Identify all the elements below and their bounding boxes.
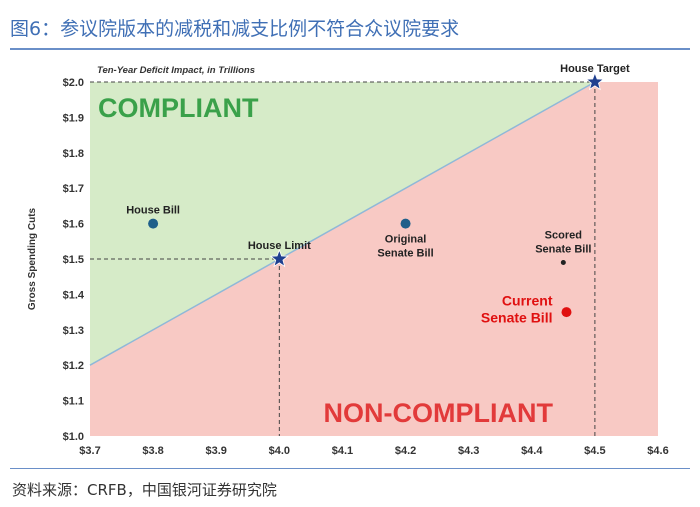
scored-senate-bill-label: Scored xyxy=(545,230,582,242)
non-compliant-label: NON-COMPLIANT xyxy=(324,398,554,428)
original-senate-bill-label: Senate Bill xyxy=(377,248,433,260)
x-tick-label: $3.8 xyxy=(142,445,163,457)
chart-subtitle: Ten-Year Deficit Impact, in Trillions xyxy=(97,65,255,76)
house-bill-label: House Bill xyxy=(126,205,180,217)
scatter-chart: Ten-Year Deficit Impact, in Trillions Gr… xyxy=(27,63,669,457)
house-limit-label: House Limit xyxy=(248,240,311,252)
y-tick-label: $1.8 xyxy=(63,148,84,160)
figure-title: 图6：参议院版本的减税和减支比例不符合众议院要求 xyxy=(10,18,460,40)
x-tick-label: $4.5 xyxy=(584,445,605,457)
x-tick-label: $3.7 xyxy=(79,445,100,457)
x-tick-label: $3.9 xyxy=(206,445,227,457)
y-tick-label: $1.4 xyxy=(63,289,85,301)
y-tick-label: $1.1 xyxy=(63,396,84,408)
house-target-star-marker xyxy=(585,71,605,91)
y-tick-label: $1.5 xyxy=(63,254,84,266)
y-tick-label: $1.7 xyxy=(63,183,84,195)
y-tick-label: $1.9 xyxy=(63,112,84,124)
x-tick-label: $4.3 xyxy=(458,445,479,457)
original-senate-bill-label: Original xyxy=(385,234,427,246)
compliance-line xyxy=(89,81,596,366)
house-target-label: House Target xyxy=(560,63,630,75)
original-senate-bill-point xyxy=(400,218,411,229)
x-tick-label: $4.4 xyxy=(521,445,543,457)
house-limit-star-marker xyxy=(269,248,289,268)
source-divider xyxy=(10,468,690,469)
source-note: 资料来源：CRFB，中国银河证券研究院 xyxy=(12,481,277,499)
x-tick-label: $4.1 xyxy=(332,445,353,457)
current-senate-bill-label: Current xyxy=(502,293,553,309)
x-tick-label: $4.0 xyxy=(269,445,290,457)
chart-container: Ten-Year Deficit Impact, in Trillions Gr… xyxy=(25,60,680,465)
title-divider xyxy=(10,48,690,50)
scored-senate-bill-label: Senate Bill xyxy=(535,244,591,256)
scored-senate-bill-point xyxy=(560,260,566,266)
y-tick-label: $2.0 xyxy=(63,77,84,89)
current-senate-bill-point xyxy=(561,307,572,318)
current-senate-bill-label: Senate Bill xyxy=(481,310,553,326)
y-tick-label: $1.3 xyxy=(63,325,84,337)
y-tick-label: $1.2 xyxy=(63,360,84,372)
compliant-label: COMPLIANT xyxy=(98,93,259,123)
x-tick-label: $4.6 xyxy=(647,445,668,457)
y-tick-label: $1.6 xyxy=(63,219,84,231)
y-axis-label: Gross Spending Cuts xyxy=(27,207,38,310)
x-tick-label: $4.2 xyxy=(395,445,416,457)
y-tick-label: $1.0 xyxy=(63,431,84,443)
house-bill-point xyxy=(148,218,159,229)
